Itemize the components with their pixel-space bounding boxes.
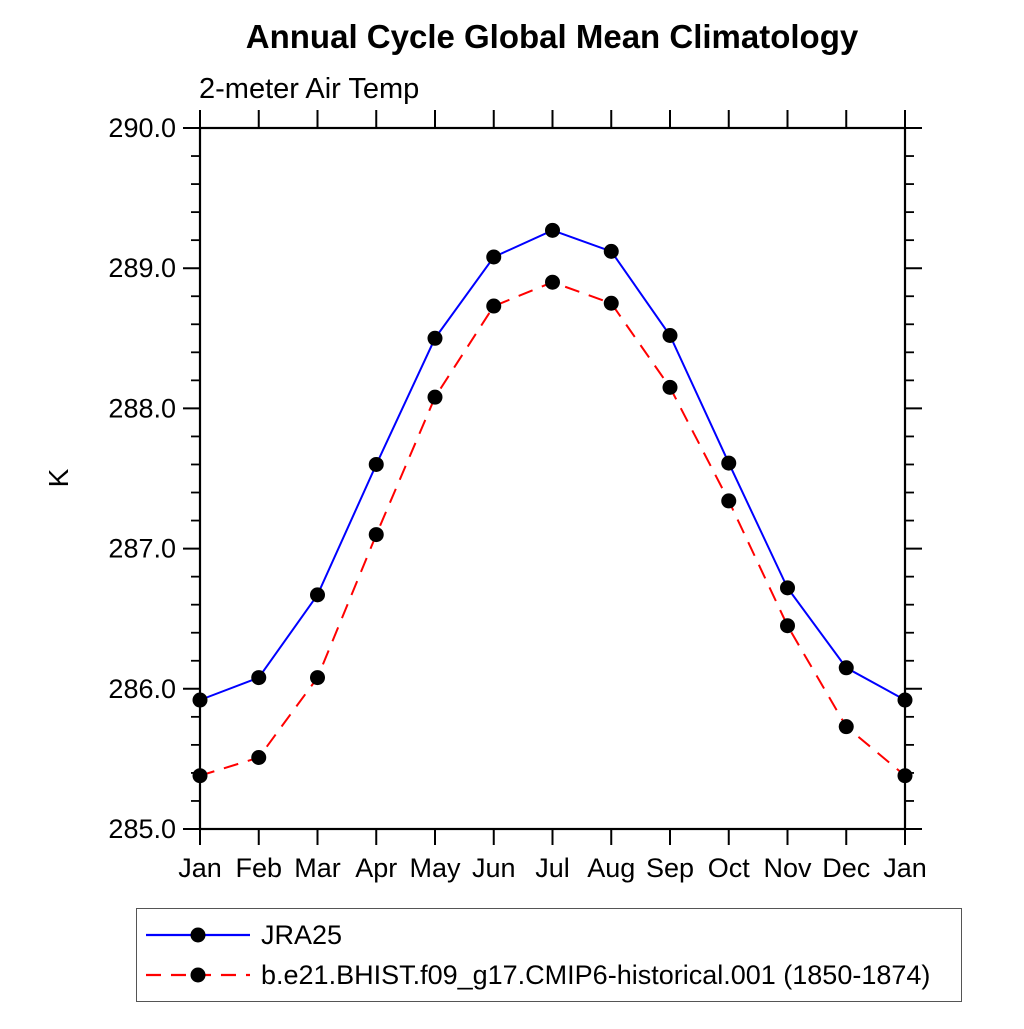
y-tick-label: 285.0 — [108, 814, 176, 844]
data-point-marker — [192, 768, 208, 784]
data-point-marker — [545, 222, 560, 238]
plot-frame — [198, 126, 907, 831]
y-tick-label: 287.0 — [108, 534, 176, 564]
y-tick-label: 290.0 — [108, 113, 176, 143]
data-point-marker — [310, 587, 325, 603]
data-point-marker — [486, 249, 502, 265]
legend-marker-dot-icon — [190, 967, 206, 983]
x-tick-label: Jan — [178, 853, 222, 883]
data-point-marker — [780, 580, 795, 596]
legend: JRA25 b.e21.BHIST.f09_g17.CMIP6-historic… — [136, 908, 962, 1002]
legend-item-jra25: JRA25 — [142, 921, 961, 949]
legend-line-sample-solid — [146, 927, 250, 943]
data-point-marker — [310, 670, 325, 686]
data-point-marker — [780, 618, 795, 634]
y-tick-label: 288.0 — [108, 393, 176, 423]
data-point-marker — [251, 670, 267, 686]
data-point-marker — [721, 455, 737, 471]
data-point-marker — [662, 379, 678, 395]
data-point-marker — [427, 389, 443, 405]
data-point-marker — [251, 749, 267, 765]
chart-subtitle: 2-meter Air Temp — [199, 73, 419, 105]
data-point-marker — [721, 493, 737, 509]
x-tick-label: Mar — [294, 853, 341, 883]
x-tick-label: Jul — [535, 853, 570, 883]
legend-marker-dot-icon — [190, 927, 206, 943]
x-tick-label: May — [409, 853, 461, 883]
x-tick-label: Apr — [355, 853, 397, 883]
axis-ticks — [183, 110, 922, 845]
data-point-marker — [192, 692, 208, 708]
series-line-1 — [199, 281, 906, 777]
y-tick-label: 286.0 — [108, 674, 176, 704]
x-tick-label: Oct — [708, 853, 751, 883]
series-line-0 — [199, 229, 906, 701]
chart-title: Annual Cycle Global Mean Climatology — [246, 18, 859, 55]
data-point-marker — [368, 456, 384, 472]
data-point-marker — [486, 298, 502, 314]
data-point-marker — [545, 274, 560, 290]
data-point-marker — [897, 692, 913, 708]
data-point-marker — [603, 295, 619, 311]
data-point-marker — [838, 660, 854, 676]
x-tick-label: Dec — [822, 853, 870, 883]
data-point-marker — [838, 719, 854, 735]
legend-label-jra25: JRA25 — [261, 919, 343, 950]
y-tick-label: 289.0 — [108, 253, 176, 283]
x-tick-label: Nov — [763, 853, 812, 883]
x-tick-label: Jun — [472, 853, 516, 883]
x-tick-label: Aug — [587, 853, 635, 883]
x-tick-label: Feb — [235, 853, 282, 883]
legend-item-cmip6-historical: b.e21.BHIST.f09_g17.CMIP6-historical.001… — [142, 961, 961, 989]
legend-label-cmip6-historical: b.e21.BHIST.f09_g17.CMIP6-historical.001… — [261, 959, 931, 990]
data-point-marker — [427, 330, 443, 346]
x-tick-label: Jan — [883, 853, 927, 883]
data-point-marker — [368, 527, 384, 543]
data-series — [192, 222, 913, 784]
x-tick-label: Sep — [646, 853, 694, 883]
axis-tick-labels: 285.0 286.0 287.0 288.0 289.0 290.0 Jan Feb Mar A… — [108, 113, 926, 883]
y-axis-label: K — [43, 468, 74, 487]
data-point-marker — [897, 768, 913, 784]
data-point-marker — [603, 243, 619, 259]
data-point-marker — [662, 327, 678, 343]
legend-line-sample-dashed — [146, 967, 250, 983]
